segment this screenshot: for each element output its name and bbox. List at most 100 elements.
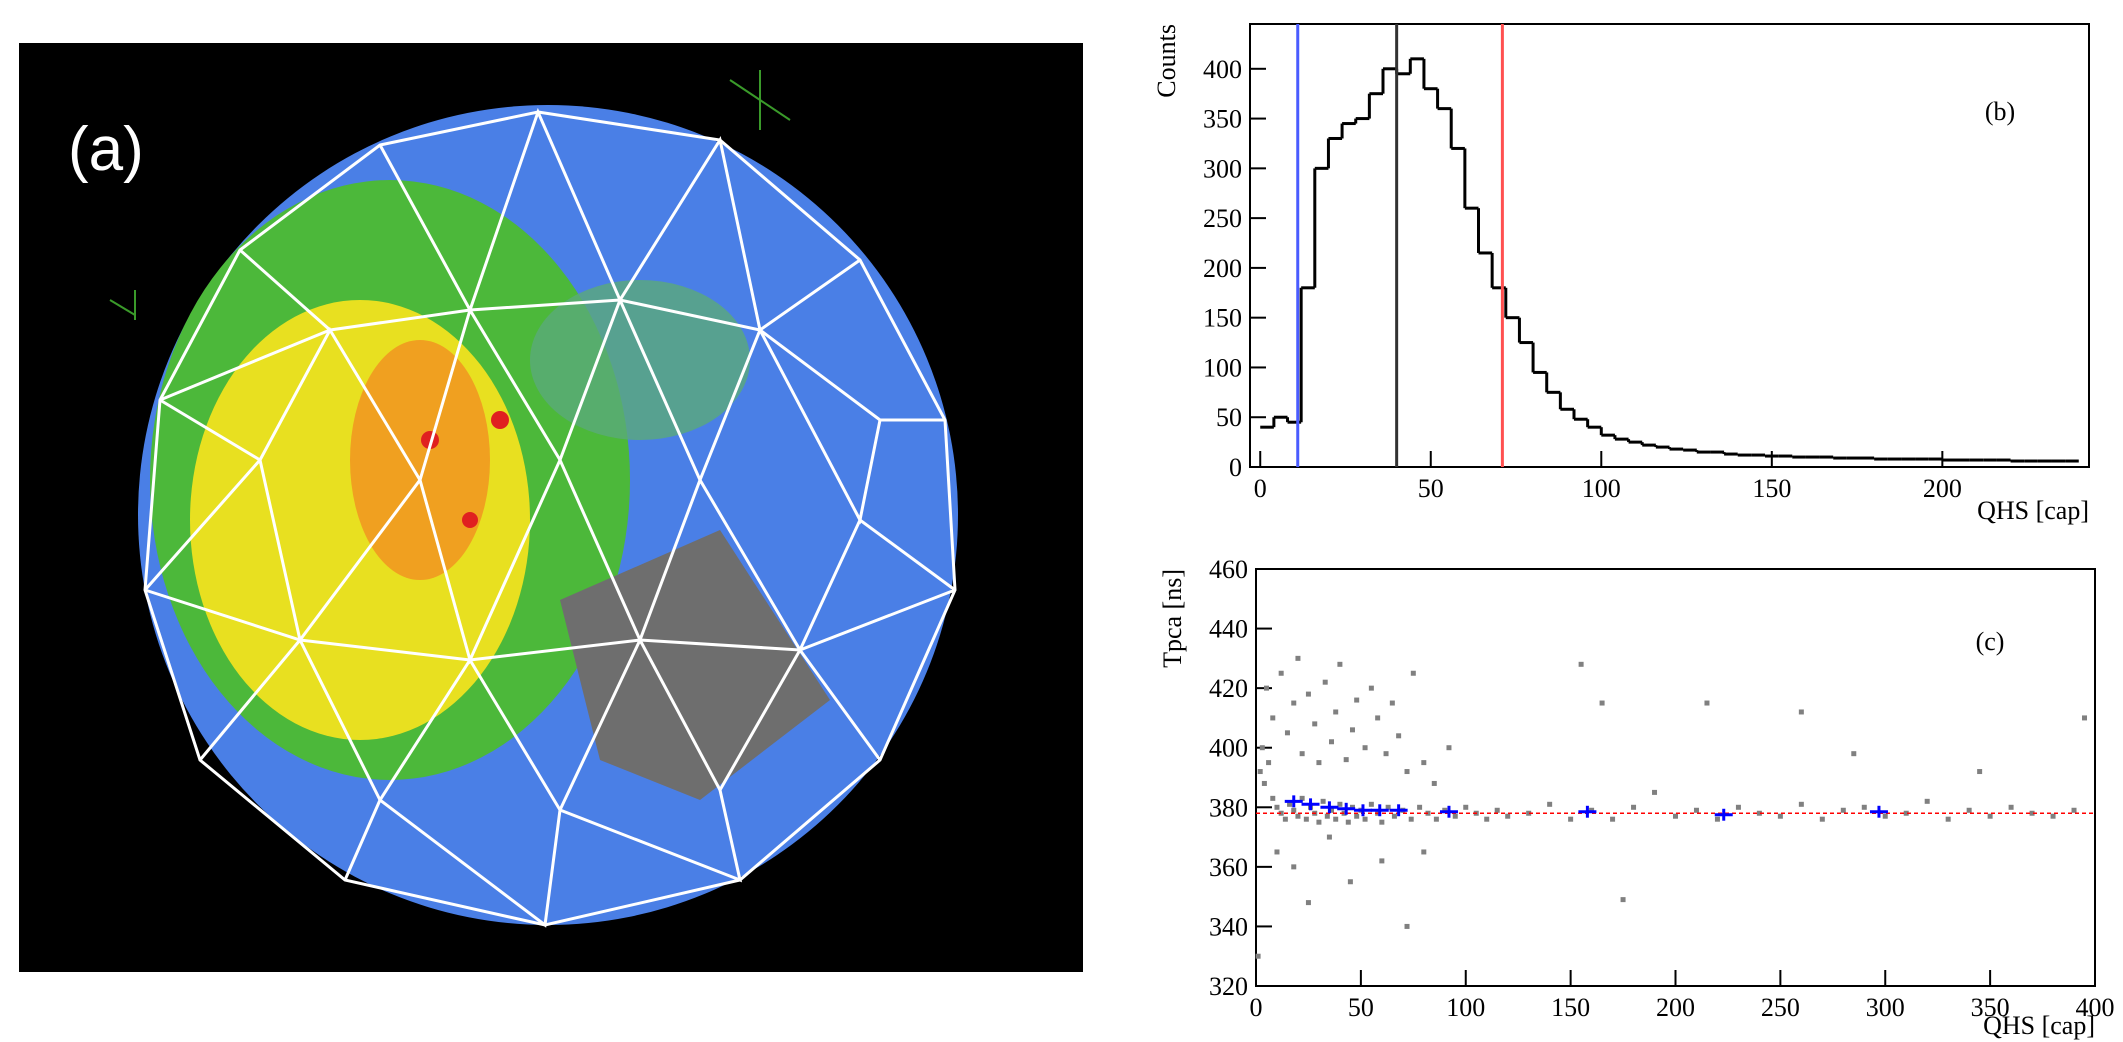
y-tick-label: 0 [1229, 453, 1242, 482]
scatter-point [1408, 816, 1414, 822]
y-tick-label: 250 [1203, 204, 1242, 233]
hit-region [530, 280, 750, 440]
scatter-point [1320, 798, 1326, 804]
y-tick-label: 100 [1203, 353, 1242, 382]
scatter-point [1404, 769, 1410, 775]
shadow-region [560, 530, 830, 800]
scatter-point [1341, 810, 1347, 816]
scatter-point [1295, 655, 1301, 661]
y-tick-label: 400 [1203, 55, 1242, 84]
scatter-point [1259, 745, 1265, 751]
scatter-point [1840, 807, 1846, 813]
scatter-point [1383, 751, 1389, 757]
scatter-point [1337, 661, 1343, 667]
scatter-point [1819, 816, 1825, 822]
plot-frame [1255, 568, 2096, 987]
scatter-point [1861, 804, 1867, 810]
y-tick-label: 400 [1209, 734, 1248, 763]
scatter-point [1882, 813, 1888, 819]
scatter-point [1391, 813, 1397, 819]
scatter-point [1375, 715, 1381, 721]
scatter-point [1798, 709, 1804, 715]
scatter-point [1295, 813, 1301, 819]
scatter-point [1305, 691, 1311, 697]
scatter-point [1312, 721, 1318, 727]
scatter-point [2008, 804, 2014, 810]
scatter-point [1368, 685, 1374, 691]
scatter-point [1421, 849, 1427, 855]
scatter-point [1284, 730, 1290, 736]
scatter-point [1263, 685, 1269, 691]
x-tick-label: 50 [1418, 474, 1444, 503]
scatter-point [1463, 804, 1469, 810]
x-tick-label: 250 [1761, 993, 1800, 1022]
scatter-point [1578, 661, 1584, 667]
x-axis-label: QHS [cap] [1983, 1011, 2095, 1040]
x-tick-label: 50 [1348, 993, 1374, 1022]
scatter-point [1396, 733, 1402, 739]
y-tick-label: 340 [1209, 912, 1248, 941]
y-axis-label: Counts [1152, 24, 1181, 98]
scatter-point [1987, 813, 1993, 819]
scatter-point [1329, 807, 1335, 813]
scatter-point [1270, 715, 1276, 721]
panel-label: (a) [68, 115, 144, 184]
scatter-point [1316, 760, 1322, 766]
scatter-point [1756, 810, 1762, 816]
scatter-point [1446, 745, 1452, 751]
scatter-point [1526, 810, 1532, 816]
scatter-point [1274, 804, 1280, 810]
scatter-point [1966, 807, 1972, 813]
x-tick-label: 200 [1656, 993, 1695, 1022]
scatter-point [1903, 810, 1909, 816]
scatter-point [1354, 697, 1360, 703]
scatter-point [1620, 897, 1626, 903]
axis-cross [109, 70, 791, 320]
scatter-point [1693, 807, 1699, 813]
chart-panel: 0 50 100 150 200 0 50 100 150 200 250 300 350 400 QHS … [1152, 23, 2090, 525]
scatter-point [1345, 819, 1351, 825]
scatter-point [2029, 810, 2035, 816]
scatter-point [1278, 670, 1284, 676]
hit [462, 512, 478, 528]
scatter-point [2082, 715, 2088, 721]
scatter-point [1631, 804, 1637, 810]
x-tick-label: 0 [1250, 993, 1263, 1022]
scatter-point [1433, 816, 1439, 822]
scatter-point [1704, 700, 1710, 706]
scatter-point [1299, 795, 1305, 801]
scatter-point [1379, 819, 1385, 825]
x-tick-label: 100 [1582, 474, 1621, 503]
scatter-point [1599, 700, 1605, 706]
scatter-point [1333, 816, 1339, 822]
scatter-point [1777, 813, 1783, 819]
scatter-point [1735, 804, 1741, 810]
scatter-point [1362, 745, 1368, 751]
scatter-point [2071, 807, 2077, 813]
scatter-point [1977, 769, 1983, 775]
y-tick-label: 460 [1209, 555, 1248, 584]
scatter-point [1851, 751, 1857, 757]
scatter-point [1945, 816, 1951, 822]
scatter-point [1261, 780, 1267, 786]
y-axis-label: Tpca [ns] [1158, 569, 1187, 668]
scatter-point [1291, 864, 1297, 870]
x-tick-label: 150 [1551, 993, 1590, 1022]
y-tick-label: 150 [1203, 304, 1242, 333]
scatter-point [1287, 801, 1293, 807]
x-tick-label: 100 [1446, 993, 1485, 1022]
scatter-point [1274, 849, 1280, 855]
x-tick-label: 200 [1923, 474, 1962, 503]
scatter-point [1270, 795, 1276, 801]
scatter-point [1421, 760, 1427, 766]
scatter-point [1316, 819, 1322, 825]
scatter-point [1303, 816, 1309, 822]
scatter-point [1266, 760, 1272, 766]
hit-region [350, 340, 490, 580]
scatter-point [1798, 801, 1804, 807]
scatter-point [1505, 813, 1511, 819]
y-tick-label: 420 [1209, 674, 1248, 703]
scatter-point [1322, 679, 1328, 685]
scatter-point [1652, 789, 1658, 795]
x-tick-label: 350 [1971, 993, 2010, 1022]
